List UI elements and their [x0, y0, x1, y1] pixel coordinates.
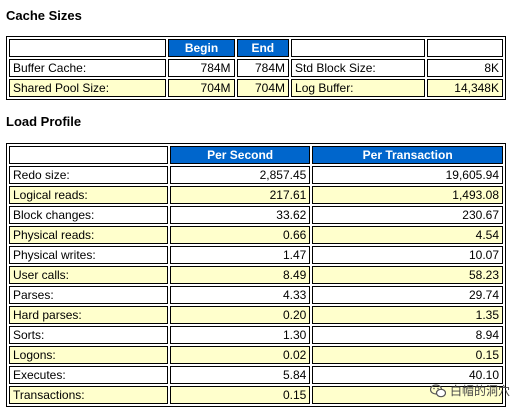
header-begin: Begin [168, 39, 235, 57]
watermark-text: 白帽的洞穴 [449, 384, 510, 398]
table-row: User calls: 8.49 58.23 [9, 266, 503, 284]
row-per-second: 2,857.45 [169, 166, 311, 184]
row-label2: Std Block Size: [291, 59, 426, 77]
table-row: Buffer Cache: 784M 784M Std Block Size: … [9, 59, 503, 77]
row-per-transaction [312, 386, 503, 404]
row-label: Shared Pool Size: [9, 79, 167, 97]
watermark: 白帽的洞穴 [429, 382, 510, 399]
row-end: 784M [236, 59, 290, 77]
cache-sizes-title: Cache Sizes [6, 8, 82, 23]
row-per-second: 1.30 [169, 326, 311, 344]
header-blank-cell [291, 39, 426, 57]
row-per-second: 0.66 [169, 226, 311, 244]
table-row: Sorts: 1.30 8.94 [9, 326, 503, 344]
row-per-transaction: 8.94 [312, 326, 503, 344]
row-per-second: 0.15 [169, 386, 311, 404]
load-profile-header-row: Per Second Per Transaction [9, 146, 503, 164]
row-per-transaction: 29.74 [312, 286, 503, 304]
row-label: Executes: [9, 366, 168, 384]
cache-sizes-table: Begin End Buffer Cache: 784M 784M Std Bl… [6, 36, 506, 100]
row-per-second: 33.62 [169, 206, 311, 224]
row-value2: 8K [427, 59, 503, 77]
row-per-second: 8.49 [169, 266, 311, 284]
row-label: Logical reads: [9, 186, 168, 204]
row-per-transaction: 10.07 [312, 246, 503, 264]
table-row: Hard parses: 0.20 1.35 [9, 306, 503, 324]
row-per-transaction: 4.54 [312, 226, 503, 244]
table-row: Redo size: 2,857.45 19,605.94 [9, 166, 503, 184]
row-label: Redo size: [9, 166, 168, 184]
table-row: Block changes: 33.62 230.67 [9, 206, 503, 224]
row-label: User calls: [9, 266, 168, 284]
row-per-transaction: 230.67 [312, 206, 503, 224]
row-per-transaction: 58.23 [312, 266, 503, 284]
table-row: Transactions: 0.15 [9, 386, 503, 404]
row-per-second: 1.47 [169, 246, 311, 264]
table-row: Executes: 5.84 40.10 [9, 366, 503, 384]
row-per-second: 5.84 [169, 366, 311, 384]
row-value2: 14,348K [427, 79, 503, 97]
header-per-second: Per Second [169, 146, 311, 164]
row-end: 704M [236, 79, 290, 97]
row-label: Sorts: [9, 326, 168, 344]
table-row: Logons: 0.02 0.15 [9, 346, 503, 364]
row-label: Logons: [9, 346, 168, 364]
table-row: Logical reads: 217.61 1,493.08 [9, 186, 503, 204]
row-per-transaction: 0.15 [312, 346, 503, 364]
row-per-second: 4.33 [169, 286, 311, 304]
load-profile-table: Per Second Per Transaction Redo size: 2,8… [6, 143, 506, 407]
row-per-second: 217.61 [169, 186, 311, 204]
row-begin: 704M [168, 79, 235, 97]
table-row: Physical writes: 1.47 10.07 [9, 246, 503, 264]
load-profile-title: Load Profile [6, 114, 82, 129]
row-label: Transactions: [9, 386, 168, 404]
row-label2: Log Buffer: [291, 79, 426, 97]
row-per-transaction: 1,493.08 [312, 186, 503, 204]
table-row: Parses: 4.33 29.74 [9, 286, 503, 304]
header-blank-cell [9, 39, 167, 57]
row-label: Physical reads: [9, 226, 168, 244]
row-label: Parses: [9, 286, 168, 304]
row-label: Hard parses: [9, 306, 168, 324]
table-row: Physical reads: 0.66 4.54 [9, 226, 503, 244]
row-per-transaction: 40.10 [312, 366, 503, 384]
header-blank-cell [427, 39, 503, 57]
row-label: Block changes: [9, 206, 168, 224]
row-per-transaction: 19,605.94 [312, 166, 503, 184]
header-blank-cell [9, 146, 168, 164]
cache-sizes-header-row: Begin End [9, 39, 503, 57]
row-begin: 784M [168, 59, 235, 77]
table-row: Shared Pool Size: 704M 704M Log Buffer: … [9, 79, 503, 97]
row-per-second: 0.02 [169, 346, 311, 364]
wechat-icon [429, 383, 446, 397]
header-per-transaction: Per Transaction [312, 146, 503, 164]
header-end: End [236, 39, 290, 57]
row-label: Buffer Cache: [9, 59, 167, 77]
row-per-transaction: 1.35 [312, 306, 503, 324]
row-per-second: 0.20 [169, 306, 311, 324]
row-label: Physical writes: [9, 246, 168, 264]
